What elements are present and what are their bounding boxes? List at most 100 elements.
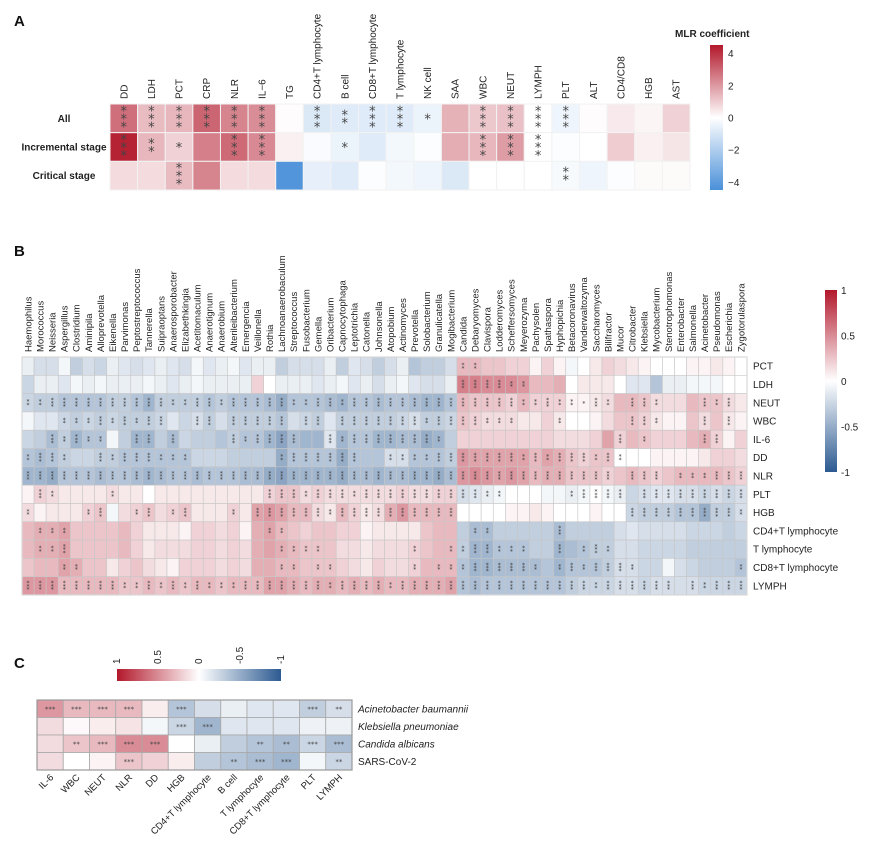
significance-star: *	[123, 582, 126, 589]
significance-star: *	[329, 434, 332, 441]
heatmap-cell	[94, 539, 107, 559]
significance-star: *	[353, 583, 356, 590]
significance-star: *	[522, 568, 525, 575]
significance-star: *	[231, 133, 238, 148]
significance-star: *	[232, 477, 235, 484]
heatmap-cell	[263, 539, 277, 559]
heatmap-cell	[192, 132, 221, 162]
significance-star: *	[631, 415, 634, 422]
significance-star: *	[462, 365, 465, 372]
significance-star: *	[401, 403, 404, 410]
significance-star: *	[655, 470, 658, 477]
significance-star: *	[667, 510, 670, 517]
significance-star: *	[304, 507, 307, 514]
significance-star: *	[437, 507, 440, 514]
significance-star: *	[292, 495, 295, 502]
significance-star: *	[329, 567, 332, 574]
significance-star: *	[123, 415, 126, 422]
significance-star: *	[292, 492, 295, 499]
significance-star: *	[27, 474, 30, 481]
heatmap-cell	[130, 375, 144, 394]
row-label: CD8+T lymphocyte	[753, 563, 839, 574]
significance-star: *	[727, 507, 730, 514]
heatmap-cell	[517, 521, 530, 541]
significance-star: *	[329, 585, 332, 592]
significance-star: *	[582, 452, 585, 459]
significance-star: *	[75, 440, 78, 447]
heatmap-cell	[541, 356, 554, 376]
significance-star: *	[27, 399, 30, 406]
significance-star: *	[535, 133, 542, 148]
heatmap-cell	[577, 429, 591, 449]
significance-star: *	[51, 530, 54, 537]
significance-star: *	[486, 385, 489, 392]
significance-star: *	[739, 583, 742, 590]
significance-star: *	[87, 477, 90, 484]
significance-star: *	[462, 563, 465, 570]
significance-star: *	[425, 513, 428, 520]
heatmap-cell	[167, 734, 195, 753]
significance-stars: **	[335, 758, 343, 766]
significance-star: *	[449, 403, 452, 410]
heatmap-cell	[637, 356, 651, 376]
heatmap-cell	[215, 356, 228, 376]
heatmap-cell	[239, 539, 252, 559]
significance-star: *	[498, 580, 501, 587]
heatmap-cell	[517, 429, 530, 449]
column-label: Meyerozyma	[519, 297, 530, 352]
significance-star: *	[280, 545, 283, 552]
heatmap-cell	[246, 699, 274, 718]
significance-star: *	[292, 507, 295, 514]
significance-star: *	[341, 477, 344, 484]
column-label: Pseudomonas	[712, 291, 723, 352]
heatmap-cell	[686, 375, 699, 394]
significance-star: *	[570, 452, 573, 459]
significance-star: *	[196, 419, 199, 426]
heatmap-cell	[606, 103, 636, 134]
significance-star: *	[256, 474, 259, 481]
significance-star: *	[135, 437, 138, 444]
heatmap-cell	[178, 375, 192, 394]
significance-star: *	[135, 397, 138, 404]
heatmap-cell	[686, 393, 699, 413]
significance-star: *	[353, 440, 356, 447]
significance-star: *	[462, 400, 465, 407]
significance-star: *	[268, 415, 271, 422]
heatmap-cell	[220, 699, 248, 718]
row-label: PLT	[753, 490, 771, 501]
significance-star: *	[39, 455, 42, 462]
heatmap-cell	[167, 752, 195, 771]
column-label: NEUT	[506, 72, 517, 99]
column-label: HGB	[644, 77, 655, 99]
heatmap-cell	[650, 429, 663, 449]
significance-star: *	[727, 474, 730, 481]
heatmap-cell	[553, 375, 567, 394]
column-label: Rothia	[265, 324, 276, 352]
heatmap-cell	[118, 375, 132, 394]
significance-star: *	[87, 403, 90, 410]
significance-star: *	[172, 454, 175, 461]
heatmap-cell	[335, 356, 349, 376]
heatmap-cell	[106, 521, 119, 541]
heatmap-cell	[82, 356, 95, 376]
significance-star: *	[159, 474, 162, 481]
significance-star: *	[691, 583, 694, 590]
heatmap-cell	[698, 521, 712, 541]
significance-star: *	[184, 582, 187, 589]
heatmap-cell	[154, 484, 168, 504]
significance-star: *	[570, 580, 573, 587]
significance-star: *	[510, 403, 513, 410]
significance-star: *	[498, 458, 501, 465]
significance-star: *	[619, 489, 622, 496]
heatmap-cell	[492, 429, 506, 449]
significance-star: *	[582, 458, 585, 465]
significance-star: *	[196, 474, 199, 481]
significance-star: *	[159, 403, 162, 410]
significance-star: *	[510, 417, 513, 424]
significance-star: *	[425, 454, 428, 461]
significance-star: *	[401, 415, 404, 422]
heatmap-cell	[541, 484, 554, 504]
heatmap-cell	[625, 356, 639, 376]
significance-star: *	[365, 513, 368, 520]
